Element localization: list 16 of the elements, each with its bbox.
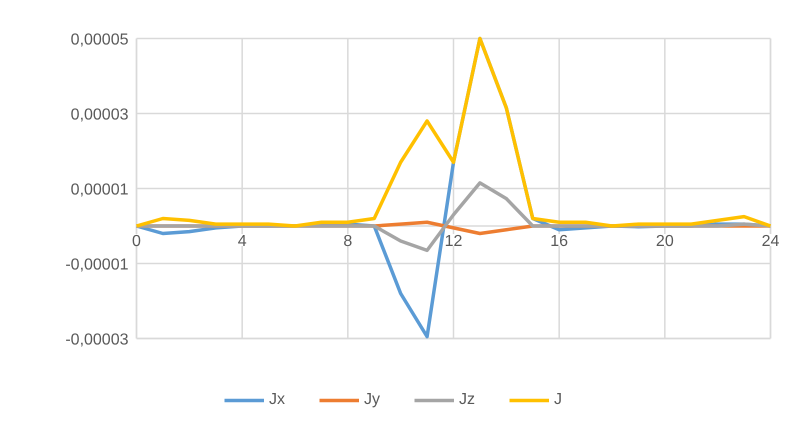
x-tick-label: 8 bbox=[343, 233, 352, 250]
x-tick-label: 0 bbox=[132, 233, 142, 250]
y-tick-label: 0,00001 bbox=[70, 182, 129, 198]
x-tick-label: 16 bbox=[550, 233, 568, 250]
x-tick-label: 20 bbox=[656, 233, 674, 250]
legend-label: Jx bbox=[269, 391, 286, 409]
legend-label: Jy bbox=[364, 391, 381, 409]
legend-label: Jz bbox=[459, 391, 476, 409]
y-tick-label: -0,00001 bbox=[65, 256, 129, 274]
x-tick-label: 4 bbox=[238, 233, 247, 250]
legend-label: J bbox=[554, 391, 563, 409]
y-tick-label: 0,00005 bbox=[70, 32, 129, 48]
y-tick-label: -0,00003 bbox=[65, 332, 129, 348]
x-tick-label: 24 bbox=[762, 233, 780, 250]
y-tick-label: 0,00003 bbox=[70, 106, 129, 124]
x-tick-label: 12 bbox=[444, 233, 462, 250]
